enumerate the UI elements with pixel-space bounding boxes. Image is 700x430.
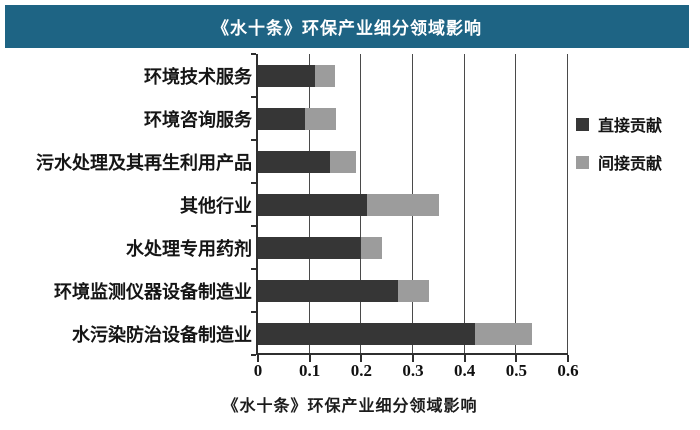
x-tick-label: 0.6 — [557, 361, 579, 380]
bar-segment-indirect — [361, 236, 382, 259]
bar-segment-indirect — [314, 64, 336, 87]
x-tick-mark — [412, 355, 414, 362]
x-tick-label: 0.2 — [350, 361, 372, 380]
header-title: 《水十条》环保产业细分领域影响 — [212, 19, 482, 38]
caption: 《水十条》环保产业细分领域影响 — [222, 398, 478, 415]
x-tick-label: 0.1 — [299, 361, 321, 380]
legend-label: 间接贡献 — [598, 156, 663, 173]
x-tick-mark — [567, 355, 569, 362]
category-label: 环境技术服务 — [144, 66, 252, 87]
category-label: 水污染防治设备制造业 — [72, 324, 252, 345]
bar-row — [258, 193, 439, 216]
y-tick-mark — [251, 311, 256, 313]
x-tick-mark — [360, 355, 363, 362]
category-label: 水处理专用药剂 — [126, 238, 252, 259]
bar-row — [258, 107, 336, 130]
bar-segment-direct — [258, 150, 331, 173]
y-tick-mark — [251, 354, 256, 356]
legend-item: 间接贡献 — [576, 150, 662, 174]
y-tick-mark — [251, 268, 256, 270]
y-tick-mark — [251, 182, 256, 184]
x-tick-label: 0.5 — [505, 361, 527, 380]
gridline — [515, 54, 517, 353]
bar-row — [258, 279, 429, 302]
gridline — [463, 54, 465, 353]
bar-segment-direct — [258, 322, 475, 345]
x-tick-mark — [515, 355, 518, 362]
category-label: 环境咨询服务 — [144, 109, 252, 130]
legend-swatch — [576, 155, 589, 169]
category-label: 其他行业 — [180, 195, 252, 216]
bar-segment-direct — [258, 236, 362, 259]
legend-item: 直接贡献 — [576, 112, 662, 136]
legend-swatch — [576, 117, 589, 131]
bar-segment-indirect — [330, 150, 357, 173]
bar-segment-indirect — [304, 107, 336, 130]
legend-label: 直接贡献 — [598, 118, 663, 135]
bar-row — [258, 322, 532, 345]
y-tick-mark — [251, 225, 256, 227]
y-tick-mark — [251, 139, 256, 141]
bar-segment-direct — [258, 64, 315, 87]
x-tick-label: 0 — [253, 361, 263, 380]
bar-segment-direct — [258, 279, 398, 302]
gridline — [567, 54, 568, 353]
bar-row — [258, 236, 382, 259]
bar-segment-indirect — [475, 322, 532, 345]
chart-header: 《水十条》环保产业细分领域影响 — [5, 5, 689, 48]
x-tick-mark — [308, 355, 311, 362]
bar-row — [258, 64, 336, 87]
bar-row — [258, 150, 357, 173]
x-tick-label: 0.4 — [454, 361, 476, 380]
bar-segment-indirect — [397, 279, 429, 302]
bar-segment-indirect — [366, 193, 439, 216]
bar-segment-direct — [258, 107, 305, 130]
y-tick-mark — [251, 96, 256, 98]
category-label: 污水处理及其再生利用产品 — [36, 152, 252, 173]
category-label: 环境监测仪器设备制造业 — [54, 281, 252, 302]
x-tick-mark — [463, 355, 466, 362]
bar-segment-direct — [258, 193, 367, 216]
x-tick-mark — [257, 355, 259, 362]
x-tick-label: 0.3 — [402, 361, 424, 380]
plot-area — [256, 54, 568, 355]
y-tick-mark — [251, 53, 256, 55]
